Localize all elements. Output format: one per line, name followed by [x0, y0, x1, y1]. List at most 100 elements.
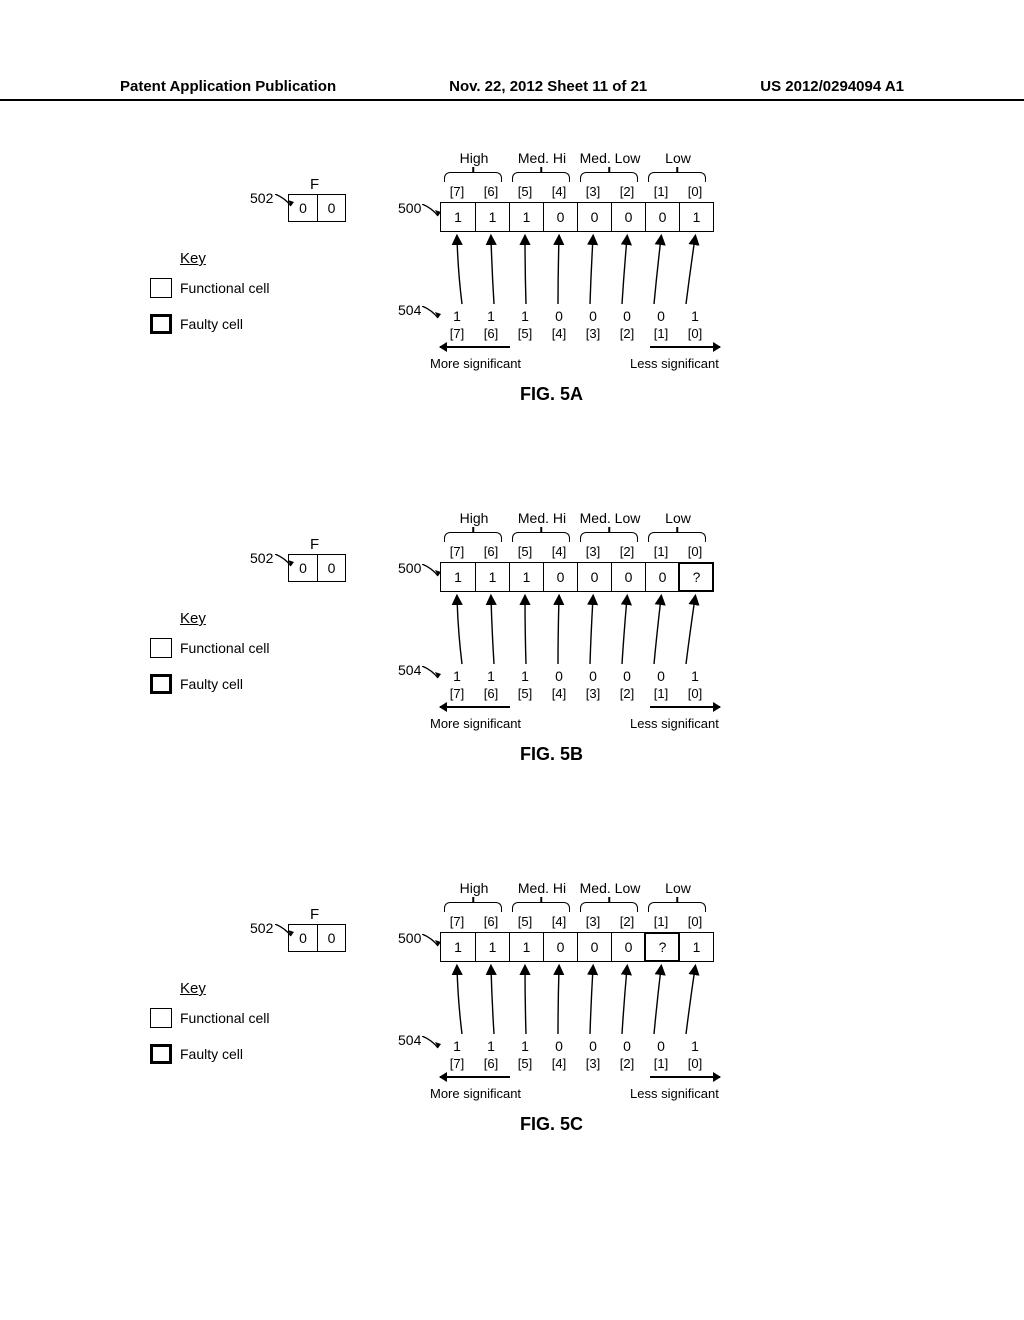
ref-502: 502 — [250, 190, 273, 206]
bit-label: [3] — [576, 544, 610, 559]
key-faulty-row: Faulty cell — [150, 314, 243, 334]
figure-caption: FIG. 5C — [520, 1114, 583, 1135]
lead-arrow-500 — [422, 934, 442, 948]
group-high: High — [460, 150, 489, 166]
bit-label: [3] — [576, 686, 610, 701]
reg500-cell: 1 — [475, 933, 509, 961]
ref-504: 504 — [398, 1032, 421, 1048]
group-medlow: Med. Low — [580, 510, 641, 526]
src-504: 1 1 1 0 0 0 0 1 — [440, 668, 712, 684]
bit-label: [0] — [678, 544, 712, 559]
key-functional-row: Functional cell — [150, 1008, 270, 1028]
ref-504: 504 — [398, 302, 421, 318]
bit-labels-bottom: [7] [6] [5] [4] [3] [2] [1] [0] — [440, 1056, 712, 1071]
bit-label: [6] — [474, 686, 508, 701]
reg502-cell: 0 — [317, 555, 345, 581]
bit-label: [5] — [508, 184, 542, 199]
bit-label: [4] — [542, 184, 576, 199]
bit-label: [1] — [644, 544, 678, 559]
reg500-cell: 1 — [441, 933, 475, 961]
lead-arrow-500 — [422, 564, 442, 578]
key-faulty-text: Faulty cell — [180, 1046, 243, 1062]
key-faulty-box — [150, 674, 172, 694]
reg500-cell: 1 — [679, 933, 713, 961]
bit-label: [0] — [678, 686, 712, 701]
reg500-cell: 1 — [679, 203, 713, 231]
reg500-cell: 0 — [645, 563, 679, 591]
ref-502: 502 — [250, 920, 273, 936]
f-label: F — [310, 176, 319, 193]
key-functional-text: Functional cell — [180, 280, 270, 296]
ref-504: 504 — [398, 662, 421, 678]
reg500-cell: 1 — [475, 203, 509, 231]
src-504: 1 1 1 0 0 0 0 1 — [440, 1038, 712, 1054]
reg500-cell: 1 — [475, 563, 509, 591]
bit-label: [6] — [474, 544, 508, 559]
bit-label: [4] — [542, 914, 576, 929]
header-right: US 2012/0294094 A1 — [760, 78, 904, 95]
src504-val: 1 — [440, 1038, 474, 1054]
key-functional-text: Functional cell — [180, 1010, 270, 1026]
bit-label: [4] — [542, 1056, 576, 1071]
group-medhi: Med. Hi — [518, 150, 566, 166]
bit-label: [2] — [610, 914, 644, 929]
src504-val: 0 — [576, 308, 610, 324]
group-labels: High Med. Hi Med. Low Low — [440, 150, 712, 166]
brace — [444, 172, 502, 182]
bit-label: [7] — [440, 326, 474, 341]
group-labels: High Med. Hi Med. Low Low — [440, 880, 712, 896]
src504-val: 1 — [678, 1038, 712, 1054]
src504-val: 0 — [644, 1038, 678, 1054]
brace — [648, 172, 706, 182]
bit-label: [4] — [542, 326, 576, 341]
reg502-cell: 0 — [289, 555, 317, 581]
reg500-cell: 1 — [441, 563, 475, 591]
less-significant: Less significant — [630, 1086, 719, 1101]
reg-500: 1 1 1 0 0 0 0 1 — [440, 202, 714, 232]
ref-500: 500 — [398, 560, 421, 576]
reg500-cell: 0 — [577, 203, 611, 231]
bit-label: [7] — [440, 184, 474, 199]
mapping-arrows — [440, 592, 720, 670]
bit-label: [2] — [610, 1056, 644, 1071]
page-header: Patent Application Publication Nov. 22, … — [0, 78, 1024, 101]
reg500-cell: 1 — [509, 563, 543, 591]
bit-label: [2] — [610, 544, 644, 559]
key-title: Key — [180, 250, 206, 267]
brace — [648, 532, 706, 542]
ref-502: 502 — [250, 550, 273, 566]
lead-arrow-500 — [422, 204, 442, 218]
brace — [512, 172, 570, 182]
bit-label: [6] — [474, 914, 508, 929]
bit-label: [5] — [508, 914, 542, 929]
src504-val: 1 — [508, 1038, 542, 1054]
brace — [444, 532, 502, 542]
src504-val: 0 — [610, 308, 644, 324]
bit-label: [7] — [440, 1056, 474, 1071]
reg502-cell: 0 — [289, 925, 317, 951]
significance-row — [440, 346, 720, 348]
key-faulty-row: Faulty cell — [150, 1044, 243, 1064]
reg502-cell: 0 — [317, 195, 345, 221]
reg500-cell: 0 — [577, 933, 611, 961]
brace — [648, 902, 706, 912]
key-functional-row: Functional cell — [150, 278, 270, 298]
more-significant: More significant — [430, 356, 521, 371]
patent-page: Patent Application Publication Nov. 22, … — [0, 0, 1024, 1320]
brace — [580, 902, 638, 912]
key-functional-text: Functional cell — [180, 640, 270, 656]
key-functional-box — [150, 1008, 172, 1028]
reg502-cell: 0 — [289, 195, 317, 221]
reg500-cell: 0 — [543, 563, 577, 591]
group-medlow: Med. Low — [580, 880, 641, 896]
bit-label: [0] — [678, 184, 712, 199]
significance-row — [440, 1076, 720, 1078]
bit-label: [5] — [508, 544, 542, 559]
lead-arrow-504 — [422, 666, 442, 680]
bit-label: [1] — [644, 686, 678, 701]
mapping-arrows — [440, 962, 720, 1040]
reg500-cell: 0 — [611, 933, 645, 961]
figure-caption: FIG. 5B — [520, 744, 583, 765]
group-low: Low — [665, 880, 691, 896]
bit-labels-bottom: [7] [6] [5] [4] [3] [2] [1] [0] — [440, 326, 712, 341]
